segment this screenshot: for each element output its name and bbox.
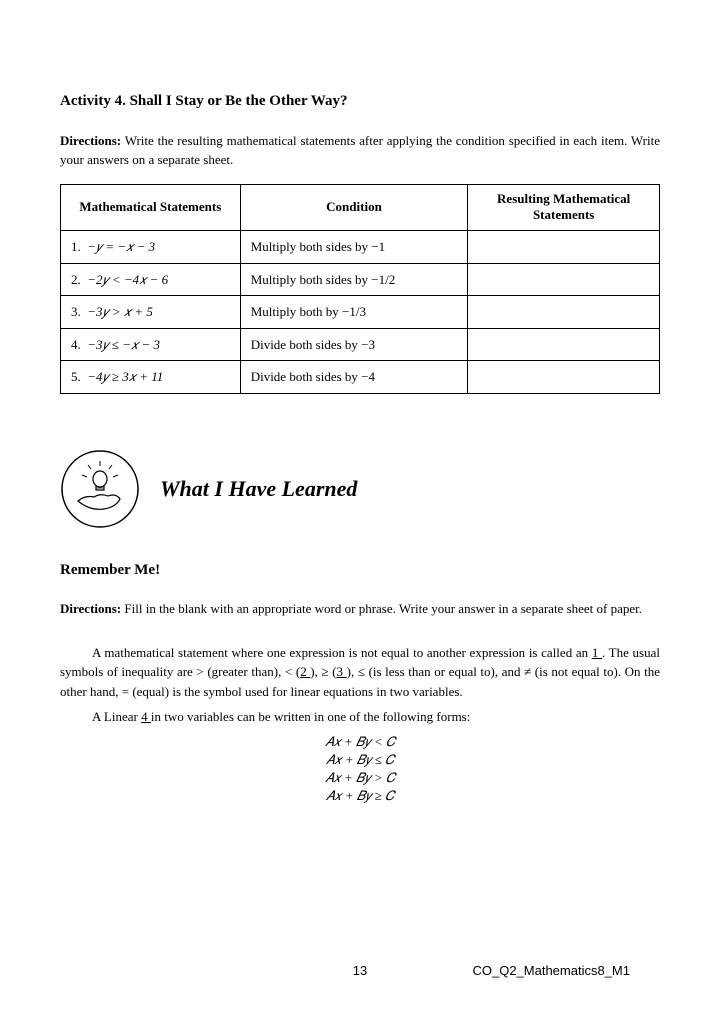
row-cond: Multiply both sides by −1/2: [240, 263, 468, 296]
page-number: 13: [353, 961, 367, 981]
row-num: 1.: [71, 239, 81, 254]
text-span: ), ≥ (: [310, 664, 336, 679]
activity-directions: Directions: Write the resulting mathemat…: [60, 131, 660, 170]
table-row: 5. −4𝑦 ≥ 3𝑥 + 11 Divide both sides by −4: [61, 361, 660, 394]
row-num: 5.: [71, 369, 81, 384]
row-cond: Divide both sides by −4: [240, 361, 468, 394]
row-stmt: −3𝑦 ≤ −𝑥 − 3: [87, 337, 160, 352]
section-header: What I Have Learned: [60, 449, 660, 529]
blank-1: 1: [592, 645, 602, 660]
row-cond: Divide both sides by −3: [240, 328, 468, 361]
text-span: A mathematical statement where one expre…: [92, 645, 592, 660]
row-stmt: −2𝑦 < −4𝑥 − 6: [87, 272, 168, 287]
row-num: 2.: [71, 272, 81, 287]
row-stmt: −3𝑦 > 𝑥 + 5: [87, 304, 153, 319]
row-result: [468, 263, 660, 296]
blank-3: 3: [337, 664, 347, 679]
form-line: 𝐴𝑥 + 𝐵𝑦 < 𝐶: [60, 733, 660, 751]
row-result: [468, 296, 660, 329]
table-header: Condition: [240, 184, 468, 231]
directions-text: Fill in the blank with an appropriate wo…: [121, 601, 642, 616]
section-title: What I Have Learned: [160, 472, 357, 505]
fill-paragraph-1: A mathematical statement where one expre…: [60, 643, 660, 702]
blank-2: 2: [300, 664, 310, 679]
directions-label: Directions:: [60, 133, 121, 148]
directions-text: Write the resulting mathematical stateme…: [60, 133, 660, 168]
blank-4: 4: [141, 709, 151, 724]
row-num: 4.: [71, 337, 81, 352]
table-row: 4. −3𝑦 ≤ −𝑥 − 3 Divide both sides by −3: [61, 328, 660, 361]
table-header: Mathematical Statements: [61, 184, 241, 231]
statements-table: Mathematical Statements Condition Result…: [60, 184, 660, 394]
row-stmt: −4𝑦 ≥ 3𝑥 + 11: [87, 369, 163, 384]
form-line: 𝐴𝑥 + 𝐵𝑦 > 𝐶: [60, 769, 660, 787]
table-header: Resulting Mathematical Statements: [468, 184, 660, 231]
learned-directions: Directions: Fill in the blank with an ap…: [60, 599, 660, 619]
text-span: A Linear: [92, 709, 141, 724]
module-code: CO_Q2_Mathematics8_M1: [472, 961, 630, 981]
directions-label: Directions:: [60, 601, 121, 616]
table-row: 3. −3𝑦 > 𝑥 + 5 Multiply both by −1/3: [61, 296, 660, 329]
row-num: 3.: [71, 304, 81, 319]
table-row: 2. −2𝑦 < −4𝑥 − 6 Multiply both sides by …: [61, 263, 660, 296]
row-cond: Multiply both sides by −1: [240, 231, 468, 264]
row-result: [468, 231, 660, 264]
row-result: [468, 361, 660, 394]
inequality-forms: 𝐴𝑥 + 𝐵𝑦 < 𝐶 𝐴𝑥 + 𝐵𝑦 ≤ 𝐶 𝐴𝑥 + 𝐵𝑦 > 𝐶 𝐴𝑥 +…: [60, 733, 660, 806]
page-footer: 13 CO_Q2_Mathematics8_M1: [0, 961, 720, 981]
row-result: [468, 328, 660, 361]
remember-subtitle: Remember Me!: [60, 559, 660, 582]
form-line: 𝐴𝑥 + 𝐵𝑦 ≥ 𝐶: [60, 787, 660, 805]
row-stmt: −𝑦 = −𝑥 − 3: [87, 239, 155, 254]
lightbulb-hand-icon: [60, 449, 140, 529]
fill-paragraph-2: A Linear 4 in two variables can be writt…: [60, 707, 660, 727]
text-span: in two variables can be written in one o…: [151, 709, 471, 724]
form-line: 𝐴𝑥 + 𝐵𝑦 ≤ 𝐶: [60, 751, 660, 769]
table-row: 1. −𝑦 = −𝑥 − 3 Multiply both sides by −1: [61, 231, 660, 264]
activity-title: Activity 4. Shall I Stay or Be the Other…: [60, 90, 660, 113]
row-cond: Multiply both by −1/3: [240, 296, 468, 329]
